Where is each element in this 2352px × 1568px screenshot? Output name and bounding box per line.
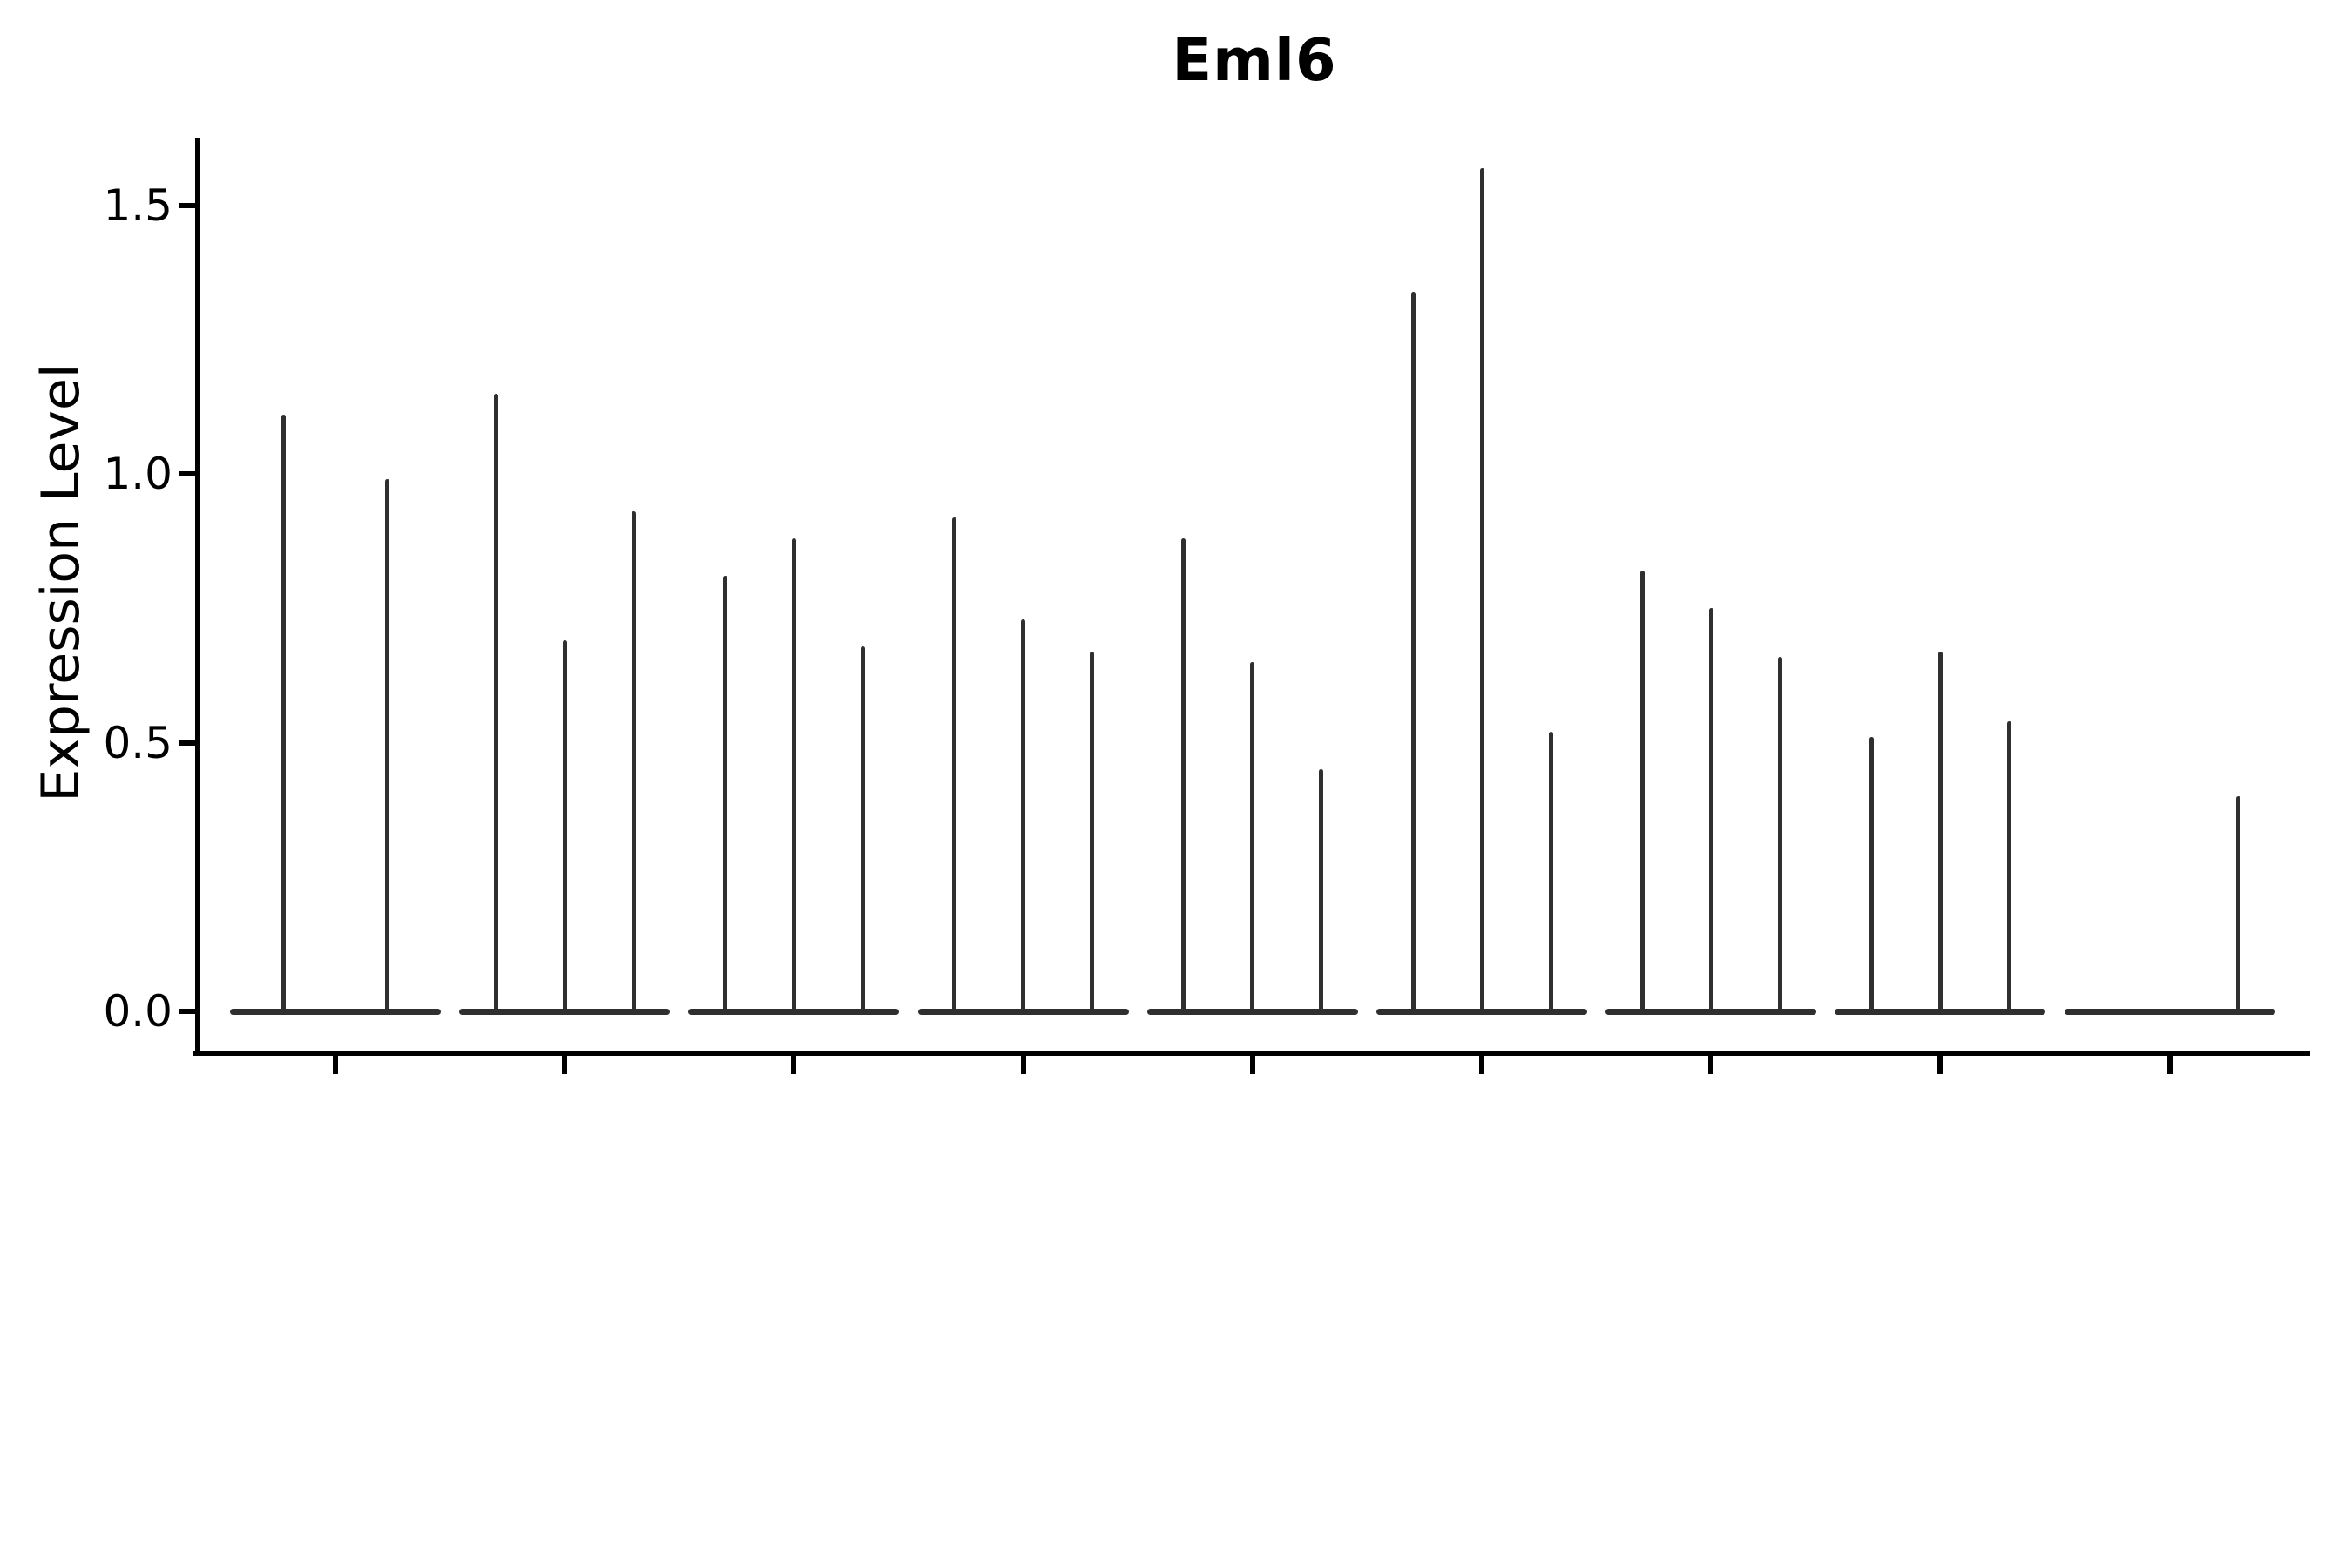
violin-spike bbox=[2236, 796, 2241, 1011]
y-axis-line bbox=[195, 138, 200, 1056]
violin-baseline bbox=[1835, 1008, 2046, 1015]
y-axis-label: Expression Level bbox=[30, 363, 91, 802]
y-tick bbox=[179, 740, 198, 746]
x-tick bbox=[791, 1053, 797, 1074]
violin-spike bbox=[1181, 538, 1186, 1011]
x-tick bbox=[1479, 1053, 1484, 1074]
y-tick-label: 1.0 bbox=[103, 449, 172, 500]
violin-spike bbox=[860, 645, 865, 1011]
x-tick bbox=[1249, 1053, 1255, 1074]
violin-spike bbox=[1708, 608, 1713, 1011]
violin-spike bbox=[1479, 167, 1484, 1011]
violin-baseline bbox=[1376, 1008, 1587, 1015]
chart-title: Eml6 bbox=[1172, 26, 1337, 94]
x-tick bbox=[333, 1053, 338, 1074]
violin-spike bbox=[1410, 291, 1416, 1011]
violin-baseline bbox=[230, 1008, 441, 1015]
y-tick bbox=[179, 471, 198, 477]
y-tick-label: 0.0 bbox=[103, 986, 172, 1037]
violin-spike bbox=[791, 538, 796, 1011]
violin-baseline bbox=[2064, 1008, 2275, 1015]
violin-spike bbox=[722, 576, 727, 1011]
y-tick-label: 1.5 bbox=[103, 179, 172, 231]
violin-spike bbox=[1250, 662, 1255, 1011]
x-tick bbox=[1020, 1053, 1026, 1074]
x-tick bbox=[2166, 1053, 2173, 1074]
violin-spike bbox=[562, 640, 567, 1011]
x-tick bbox=[1937, 1053, 1943, 1074]
violin-spike bbox=[493, 393, 498, 1011]
violin-baseline bbox=[1146, 1008, 1358, 1015]
violin-baseline bbox=[917, 1008, 1129, 1015]
violin-spike bbox=[952, 517, 957, 1011]
violin-spike bbox=[1021, 618, 1026, 1011]
violin-baseline bbox=[1605, 1008, 1817, 1015]
y-tick-label: 0.5 bbox=[103, 717, 172, 768]
violin-spike bbox=[1777, 656, 1782, 1011]
violin-spike bbox=[631, 511, 636, 1011]
violin-baseline bbox=[688, 1008, 900, 1015]
x-tick bbox=[562, 1053, 568, 1074]
violin-spike bbox=[2006, 720, 2011, 1011]
violin-spike bbox=[1869, 737, 1874, 1011]
violin-spike bbox=[1548, 732, 1553, 1011]
violin-spike bbox=[1937, 651, 1943, 1011]
violin-spike bbox=[1319, 769, 1324, 1011]
x-tick bbox=[1708, 1053, 1714, 1074]
violin-spike bbox=[281, 415, 287, 1011]
y-tick bbox=[179, 1009, 198, 1014]
violin-spike bbox=[1639, 571, 1645, 1011]
violin-spike bbox=[1090, 651, 1095, 1011]
y-tick bbox=[179, 202, 198, 208]
violin-baseline bbox=[459, 1008, 671, 1015]
violin-spike bbox=[384, 479, 389, 1011]
